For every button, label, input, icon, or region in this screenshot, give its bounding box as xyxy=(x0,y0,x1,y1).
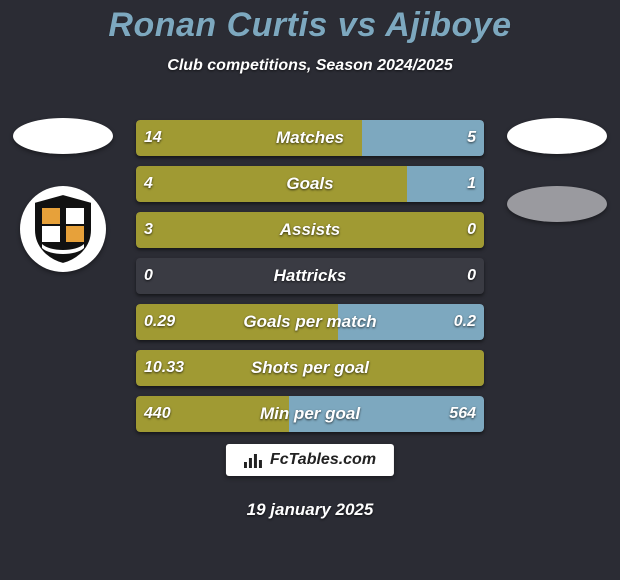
stat-label: Shots per goal xyxy=(136,350,484,386)
stat-value-left: 4 xyxy=(144,166,153,202)
stat-value-right: 0.2 xyxy=(454,304,476,340)
bar-chart-icon xyxy=(244,452,264,468)
stat-row: 3 0Assists xyxy=(136,212,484,248)
stat-value-right: 564 xyxy=(449,396,476,432)
stat-value-left: 10.33 xyxy=(144,350,184,386)
stat-label: Goals xyxy=(136,166,484,202)
stat-label: Matches xyxy=(136,120,484,156)
comparison-bars: 145Matches41Goals30Assists00Hattricks0.2… xyxy=(136,120,484,442)
shield-icon xyxy=(30,192,96,266)
stat-row: 440 564Min per goal xyxy=(136,396,484,432)
stat-value-right: 0 xyxy=(467,258,476,294)
stat-label: Assists xyxy=(136,212,484,248)
brand-text: FcTables.com xyxy=(270,451,376,469)
stat-row: 4 1Goals xyxy=(136,166,484,202)
club-crest-right xyxy=(507,186,607,222)
stat-row: 10.33Shots per goal xyxy=(136,350,484,386)
stat-row: 14 5Matches xyxy=(136,120,484,156)
left-badges xyxy=(8,118,118,272)
date-label: 19 january 2025 xyxy=(0,500,620,520)
stat-value-left: 0 xyxy=(144,258,153,294)
club-crest-left xyxy=(20,186,106,272)
stat-value-left: 3 xyxy=(144,212,153,248)
stat-label: Hattricks xyxy=(136,258,484,294)
country-flag-left xyxy=(13,118,113,154)
stat-value-left: 0.29 xyxy=(144,304,175,340)
brand-badge[interactable]: FcTables.com xyxy=(226,444,394,476)
stat-label: Min per goal xyxy=(136,396,484,432)
comparison-card: Ronan Curtis vs Ajiboye Club competition… xyxy=(0,0,620,580)
stat-row: 0 0Hattricks xyxy=(136,258,484,294)
stat-value-right: 0 xyxy=(467,212,476,248)
stat-value-left: 14 xyxy=(144,120,162,156)
stat-label: Goals per match xyxy=(136,304,484,340)
country-flag-right xyxy=(507,118,607,154)
right-badges xyxy=(502,118,612,222)
stat-value-left: 440 xyxy=(144,396,171,432)
page-title: Ronan Curtis vs Ajiboye xyxy=(0,6,620,45)
stat-value-right: 1 xyxy=(467,166,476,202)
stat-value-right: 5 xyxy=(467,120,476,156)
stat-row: 0.29 0.2Goals per match xyxy=(136,304,484,340)
page-subtitle: Club competitions, Season 2024/2025 xyxy=(0,57,620,75)
